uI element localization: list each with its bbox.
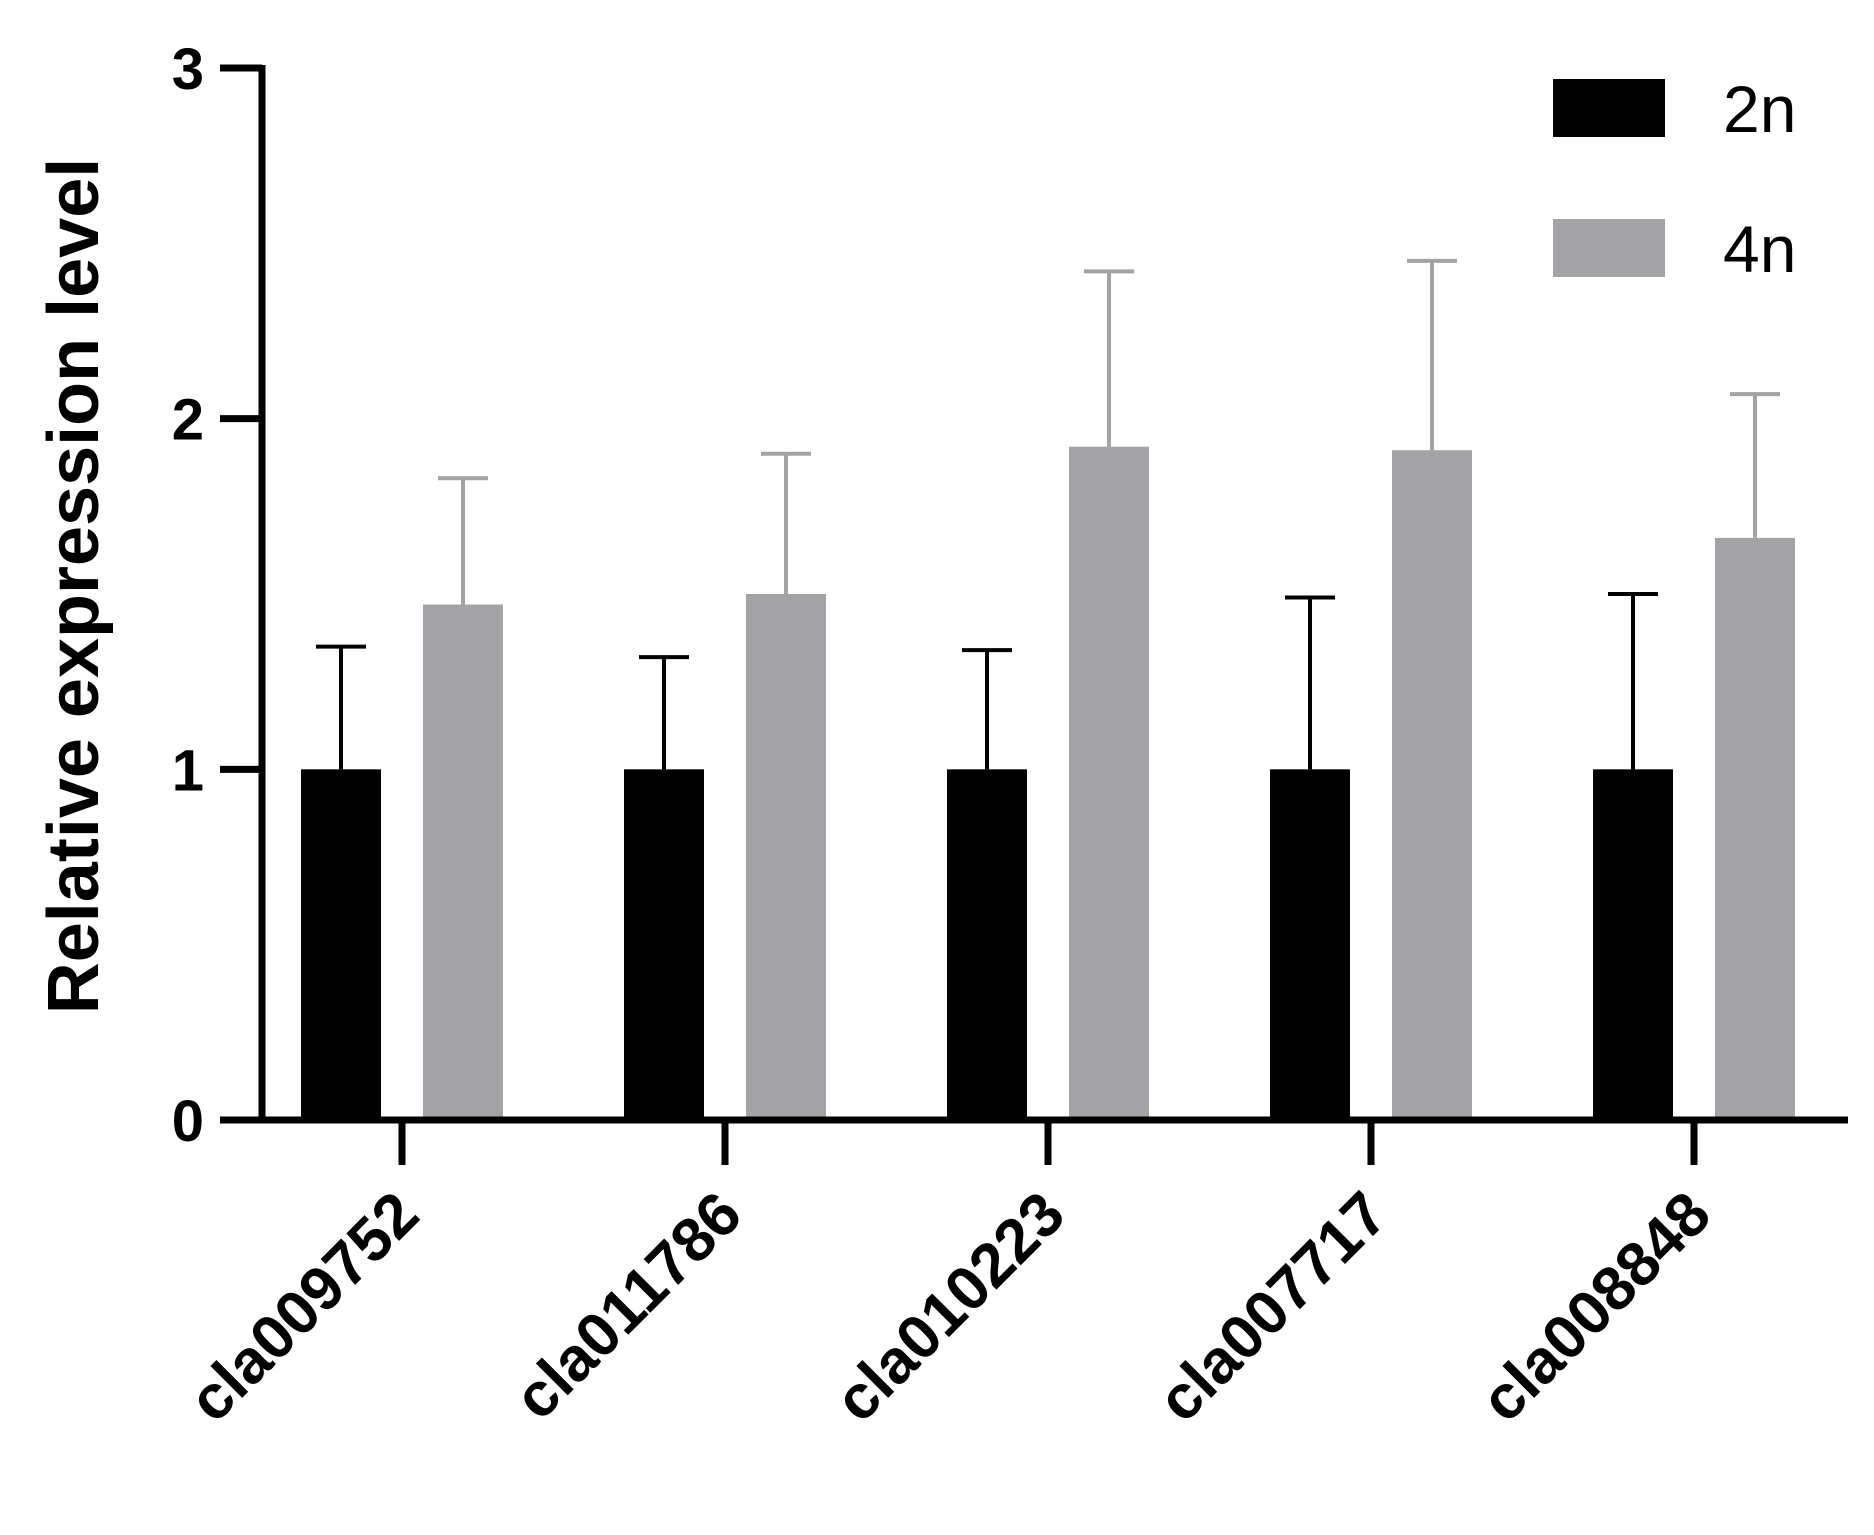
legend-label-2n: 2n [1723, 72, 1796, 146]
x-tick-label: cla010223 [822, 1179, 1078, 1435]
y-ticks: 0 1 2 3 [172, 37, 262, 1154]
bar-2n-cla007717 [1270, 769, 1350, 1120]
x-tick-label: cla009752 [176, 1179, 432, 1435]
bar-4n-cla009752 [423, 604, 503, 1120]
bar-2n-cla009752 [301, 769, 381, 1120]
bar-4n-cla008848 [1715, 537, 1795, 1120]
y-axis-title: Relative expression level [34, 158, 114, 1014]
y-tick-label: 1 [172, 738, 204, 803]
x-ticks: cla009752 cla011786 cla010223 cla007717 cla0… [176, 1120, 1724, 1435]
x-tick-label: cla011786 [501, 1179, 755, 1433]
y-tick-label: 3 [172, 37, 204, 102]
legend: 2n 4n [1553, 72, 1796, 286]
y-tick-label: 2 [172, 388, 204, 453]
legend-swatch-2n [1553, 79, 1665, 137]
legend-swatch-4n [1553, 219, 1665, 277]
legend-label-4n: 4n [1723, 212, 1796, 286]
y-tick-label: 0 [172, 1089, 204, 1154]
bar-2n-cla010223 [947, 769, 1027, 1120]
bar-4n-cla010223 [1069, 446, 1149, 1121]
bar-2n-cla008848 [1593, 769, 1673, 1120]
bars-layer [301, 258, 1795, 1121]
bar-2n-cla011786 [624, 769, 704, 1120]
x-tick-label: cla007717 [1145, 1179, 1401, 1435]
bar-4n-cla007717 [1392, 450, 1472, 1120]
x-tick-label: cla008848 [1468, 1179, 1724, 1435]
axes-layer [258, 65, 1848, 1124]
bar-4n-cla011786 [746, 594, 826, 1120]
